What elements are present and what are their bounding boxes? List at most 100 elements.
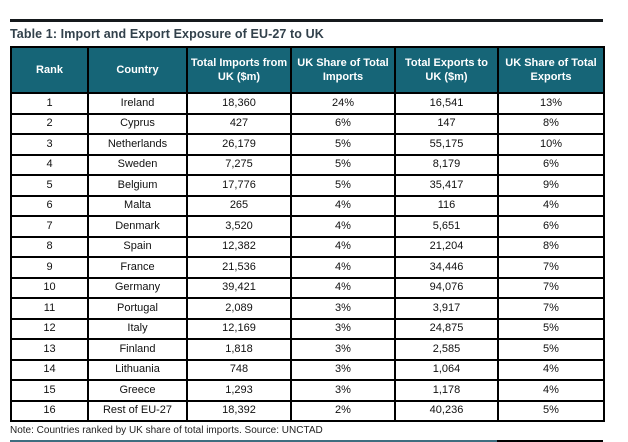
cell-uk-share-exports: 13% bbox=[497, 92, 605, 115]
cell-total-imports: 39,421 bbox=[186, 276, 292, 299]
top-rule bbox=[10, 19, 603, 22]
cell-rank: 13 bbox=[10, 338, 89, 361]
cell-country: France bbox=[87, 256, 188, 279]
table-body: 1 Ireland 18,360 24% 16,541 13% 2 Cyprus 427 6% 14… bbox=[10, 92, 605, 422]
table-note: Note: Countries ranked by UK share of to… bbox=[10, 425, 323, 436]
table-row: 1 Ireland 18,360 24% 16,541 13% bbox=[10, 92, 605, 115]
bottom-rule-teal-segment bbox=[10, 440, 497, 442]
cell-rank: 11 bbox=[10, 297, 89, 320]
cell-uk-share-exports: 7% bbox=[497, 256, 605, 279]
cell-rank: 3 bbox=[10, 133, 89, 156]
table-row: 9 France 21,536 4% 34,446 7% bbox=[10, 256, 605, 279]
cell-rank: 12 bbox=[10, 317, 89, 340]
cell-total-imports: 427 bbox=[186, 112, 292, 135]
cell-uk-share-exports: 6% bbox=[497, 215, 605, 238]
cell-total-imports: 748 bbox=[186, 358, 292, 381]
cell-uk-share-exports: 4% bbox=[497, 358, 605, 381]
cell-uk-share-exports: 5% bbox=[497, 399, 605, 422]
cell-country: Sweden bbox=[87, 153, 188, 176]
cell-uk-share-exports: 7% bbox=[497, 297, 605, 320]
cell-rank: 10 bbox=[10, 276, 89, 299]
cell-country: Germany bbox=[87, 276, 188, 299]
table-row: 3 Netherlands 26,179 5% 55,175 10% bbox=[10, 133, 605, 156]
cell-country: Ireland bbox=[87, 92, 188, 115]
cell-uk-share-exports: 4% bbox=[497, 379, 605, 402]
cell-country: Lithuania bbox=[87, 358, 188, 381]
column-header-total-imports: Total Imports from UK ($m) bbox=[186, 46, 292, 94]
cell-total-imports: 1,293 bbox=[186, 379, 292, 402]
cell-total-exports: 1,064 bbox=[394, 358, 499, 381]
cell-country: Denmark bbox=[87, 215, 188, 238]
bottom-rule-black-segment bbox=[497, 440, 603, 442]
column-header-total-exports: Total Exports to UK ($m) bbox=[394, 46, 499, 94]
cell-country: Spain bbox=[87, 235, 188, 258]
cell-country: Malta bbox=[87, 194, 188, 217]
cell-uk-share-imports: 4% bbox=[290, 256, 396, 279]
cell-total-imports: 2,089 bbox=[186, 297, 292, 320]
cell-total-exports: 55,175 bbox=[394, 133, 499, 156]
cell-country: Greece bbox=[87, 379, 188, 402]
cell-rank: 8 bbox=[10, 235, 89, 258]
cell-uk-share-exports: 8% bbox=[497, 112, 605, 135]
table-row: 5 Belgium 17,776 5% 35,417 9% bbox=[10, 174, 605, 197]
cell-rank: 9 bbox=[10, 256, 89, 279]
cell-total-exports: 34,446 bbox=[394, 256, 499, 279]
cell-uk-share-exports: 5% bbox=[497, 317, 605, 340]
table-row: 8 Spain 12,382 4% 21,204 8% bbox=[10, 235, 605, 258]
table-row: 12 Italy 12,169 3% 24,875 5% bbox=[10, 317, 605, 340]
table-title: Table 1: Import and Export Exposure of E… bbox=[10, 27, 324, 41]
cell-rank: 7 bbox=[10, 215, 89, 238]
cell-uk-share-imports: 3% bbox=[290, 317, 396, 340]
cell-rank: 2 bbox=[10, 112, 89, 135]
cell-uk-share-imports: 5% bbox=[290, 153, 396, 176]
table-row: 14 Lithuania 748 3% 1,064 4% bbox=[10, 358, 605, 381]
table-row: 7 Denmark 3,520 4% 5,651 6% bbox=[10, 215, 605, 238]
cell-uk-share-exports: 5% bbox=[497, 338, 605, 361]
cell-total-exports: 35,417 bbox=[394, 174, 499, 197]
cell-rank: 14 bbox=[10, 358, 89, 381]
table-row: 16 Rest of EU-27 18,392 2% 40,236 5% bbox=[10, 399, 605, 422]
cell-uk-share-imports: 4% bbox=[290, 235, 396, 258]
cell-rank: 5 bbox=[10, 174, 89, 197]
cell-rank: 1 bbox=[10, 92, 89, 115]
table-row: 15 Greece 1,293 3% 1,178 4% bbox=[10, 379, 605, 402]
cell-uk-share-imports: 4% bbox=[290, 215, 396, 238]
cell-total-exports: 1,178 bbox=[394, 379, 499, 402]
cell-uk-share-imports: 6% bbox=[290, 112, 396, 135]
cell-total-exports: 8,179 bbox=[394, 153, 499, 176]
column-header-country: Country bbox=[87, 46, 188, 94]
cell-total-imports: 26,179 bbox=[186, 133, 292, 156]
cell-rank: 16 bbox=[10, 399, 89, 422]
cell-uk-share-imports: 5% bbox=[290, 174, 396, 197]
table-row: 4 Sweden 7,275 5% 8,179 6% bbox=[10, 153, 605, 176]
cell-uk-share-imports: 3% bbox=[290, 379, 396, 402]
cell-total-exports: 24,875 bbox=[394, 317, 499, 340]
cell-total-imports: 7,275 bbox=[186, 153, 292, 176]
table-row: 11 Portugal 2,089 3% 3,917 7% bbox=[10, 297, 605, 320]
column-header-uk-share-exports: UK Share of Total Exports bbox=[497, 46, 605, 94]
table-row: 2 Cyprus 427 6% 147 8% bbox=[10, 112, 605, 135]
cell-uk-share-exports: 7% bbox=[497, 276, 605, 299]
cell-uk-share-exports: 6% bbox=[497, 153, 605, 176]
cell-total-exports: 3,917 bbox=[394, 297, 499, 320]
table-header: Rank Country Total Imports from UK ($m) … bbox=[10, 46, 605, 94]
cell-uk-share-exports: 4% bbox=[497, 194, 605, 217]
cell-total-imports: 1,818 bbox=[186, 338, 292, 361]
cell-total-imports: 12,382 bbox=[186, 235, 292, 258]
cell-country: Italy bbox=[87, 317, 188, 340]
cell-total-exports: 116 bbox=[394, 194, 499, 217]
cell-country: Portugal bbox=[87, 297, 188, 320]
header-row: Rank Country Total Imports from UK ($m) … bbox=[10, 46, 605, 94]
cell-rank: 4 bbox=[10, 153, 89, 176]
cell-uk-share-imports: 3% bbox=[290, 338, 396, 361]
cell-rank: 6 bbox=[10, 194, 89, 217]
cell-country: Finland bbox=[87, 338, 188, 361]
cell-uk-share-exports: 10% bbox=[497, 133, 605, 156]
table-row: 13 Finland 1,818 3% 2,585 5% bbox=[10, 338, 605, 361]
column-header-uk-share-imports: UK Share of Total Imports bbox=[290, 46, 396, 94]
cell-total-exports: 16,541 bbox=[394, 92, 499, 115]
cell-uk-share-imports: 3% bbox=[290, 297, 396, 320]
cell-total-imports: 3,520 bbox=[186, 215, 292, 238]
cell-country: Cyprus bbox=[87, 112, 188, 135]
